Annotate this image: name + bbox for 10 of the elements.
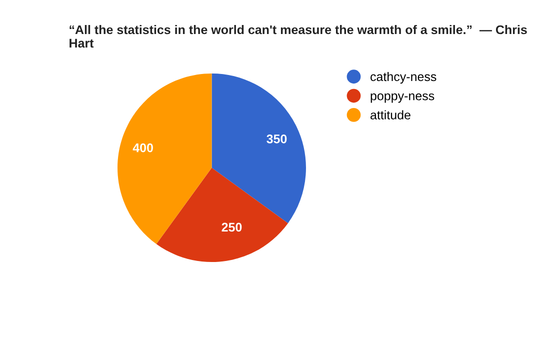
pie-slice — [212, 74, 306, 224]
legend-label: attitude — [370, 110, 410, 120]
pie-slice — [118, 74, 212, 244]
data-label: 400 — [132, 143, 153, 152]
legend-label: poppy-ness — [370, 93, 434, 103]
pie-slice — [156, 168, 288, 262]
data-label: 350 — [266, 134, 287, 144]
data-label: 250 — [222, 222, 242, 232]
legend-label: cathcy-ness — [370, 72, 436, 84]
chart-title: “All the statistics in the world can't measure the warmth of a smile.” — Chris Hart — [70, 24, 527, 48]
